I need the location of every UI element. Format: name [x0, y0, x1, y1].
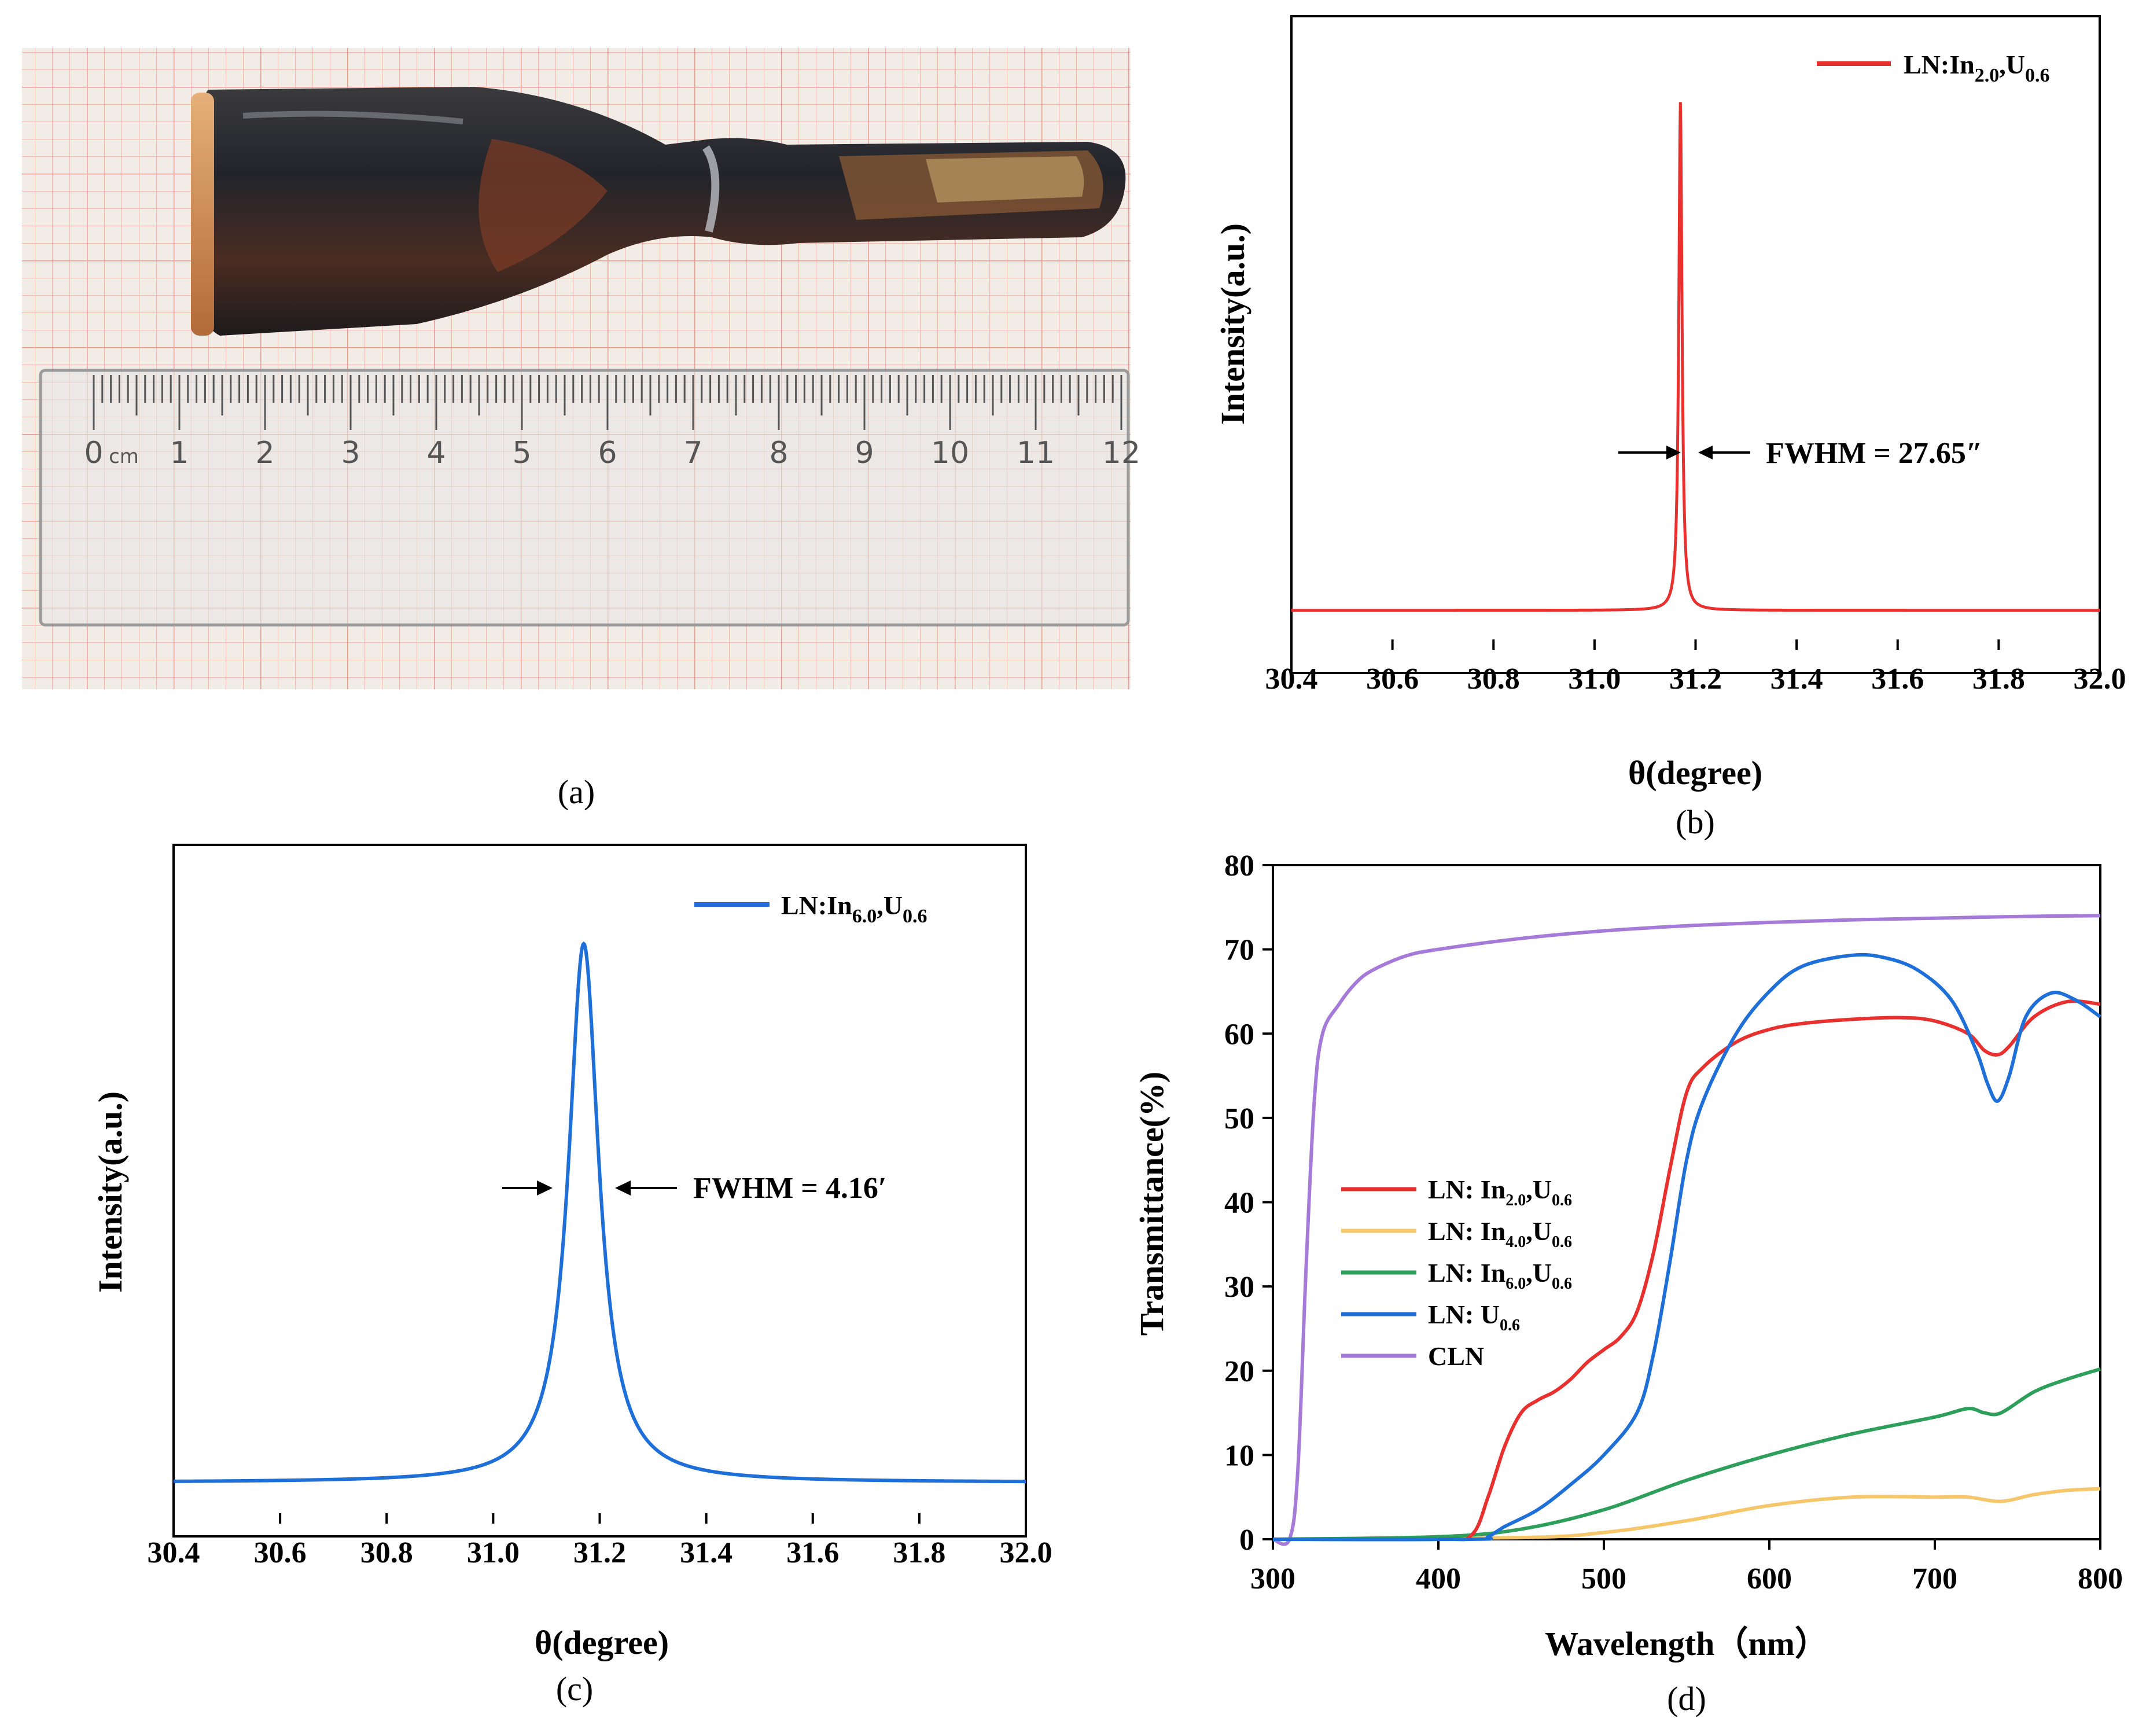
y-tick-label: 30: [1224, 1271, 1254, 1304]
panel-b-legend-label: LN:In2.0,U0.6: [1904, 50, 2049, 86]
x-tick-label: 31.4: [1770, 663, 1823, 696]
panel-d-plot-frame: [1272, 864, 2101, 1540]
x-tick-label: 30.6: [254, 1536, 307, 1569]
ruler-number: 0: [84, 436, 103, 470]
legend-label: CLN: [1428, 1341, 1484, 1371]
series-line-2: [1272, 1367, 2101, 1541]
x-tick-label: 31.4: [680, 1536, 732, 1569]
ruler-number: 6: [598, 436, 617, 470]
y-tick-label: 70: [1224, 934, 1254, 967]
x-tick-label: 30.4: [1265, 663, 1318, 696]
panel-b-x-ticks: 30.4 30.6 30.8 31.0 31.2 31.4 31.6 31.8 32.0: [1265, 639, 2126, 696]
x-tick-label: 30.4: [148, 1536, 200, 1569]
ruler-number: 10: [931, 436, 969, 470]
x-tick-label: 31.6: [1871, 663, 1924, 696]
ruler-number: 8: [769, 436, 788, 470]
panel-d-chart: 300 400 500 600 700 800 0 10 20 30 40 50 60 70 80 LN: …: [1133, 849, 2123, 1663]
y-tick-label: 10: [1224, 1439, 1254, 1472]
panel-label-d: (d): [1667, 1680, 1706, 1717]
y-tick-label: 40: [1224, 1187, 1254, 1220]
panel-d-ylabel: Transmittance(%): [1133, 1072, 1170, 1336]
ruler-number: 5: [512, 436, 531, 470]
x-tick-label: 31.8: [893, 1536, 945, 1569]
x-tick-label: 700: [1912, 1562, 1957, 1595]
panel-c-fwhm-label: FWHM = 4.16′: [693, 1172, 887, 1205]
x-tick-label: 30.8: [1467, 663, 1520, 696]
crystal-boule-photo: [191, 87, 1126, 336]
ruler-number: 4: [426, 436, 446, 470]
x-tick-label: 30.8: [360, 1536, 413, 1569]
x-tick-label: 31.0: [467, 1536, 520, 1569]
x-tick-label: 32.0: [1000, 1536, 1052, 1569]
x-tick-label: 30.6: [1366, 663, 1419, 696]
panel-d-series-lines: [1272, 914, 2101, 1546]
panel-c-ylabel: Intensity(a.u.): [91, 1091, 129, 1293]
ruler-number: 1: [170, 436, 189, 470]
panel-b-xlabel: θ(degree): [1628, 754, 1762, 792]
y-tick-label: 0: [1239, 1524, 1254, 1557]
x-tick-label: 500: [1581, 1562, 1626, 1595]
x-tick-label: 32.0: [2074, 663, 2126, 696]
panel-b-fwhm-arrows: [1618, 446, 1750, 459]
panel-c-fwhm-arrows: [502, 1180, 677, 1196]
panel-d-xlabel: Wavelength（nm）: [1545, 1625, 1828, 1663]
x-tick-label: 800: [2078, 1562, 2123, 1595]
y-tick-label: 80: [1224, 849, 1254, 882]
panel-label-c: (c): [556, 1670, 593, 1708]
ruler-numbers: 0 cm 1 2 3 4 5 6 7 8 9 10 11 12: [84, 436, 1140, 470]
panel-a-photo: 0 cm 1 2 3 4 5 6 7 8 9 10 11 12: [22, 48, 1140, 689]
ruler-body: [39, 369, 1130, 627]
ruler-number: cm: [109, 445, 139, 468]
y-tick-label: 50: [1224, 1102, 1254, 1135]
x-tick-label: 400: [1416, 1562, 1461, 1595]
panel-b-ylabel: Intensity(a.u.): [1214, 223, 1251, 425]
legend-label: LN: In4.0,U0.6: [1428, 1216, 1572, 1251]
panel-d-legend: LN: In2.0,U0.6 LN: In4.0,U0.6 LN: In6.0,U0…: [1341, 1175, 1572, 1371]
series-line-4: [1272, 914, 2101, 1546]
legend-label: LN: In2.0,U0.6: [1428, 1175, 1572, 1209]
ruler-number: 9: [855, 436, 874, 470]
series-line-1: [1272, 1487, 2101, 1541]
x-tick-label: 31.6: [786, 1536, 839, 1569]
x-tick-label: 300: [1250, 1562, 1295, 1595]
panel-b-fwhm-label: FWHM = 27.65″: [1766, 437, 1983, 470]
panel-b-series-line: [1291, 102, 2100, 612]
x-tick-label: 31.2: [1669, 663, 1722, 696]
y-tick-label: 60: [1224, 1018, 1254, 1051]
ruler-number: 11: [1017, 436, 1055, 470]
ruler-number: 3: [341, 436, 360, 470]
panel-c-legend-label: LN:In6.0,U0.6: [781, 891, 927, 927]
series-line-0: [1272, 999, 2101, 1542]
x-tick-label: 600: [1747, 1562, 1792, 1595]
x-tick-label: 31.0: [1568, 663, 1621, 696]
ruler-number: 2: [255, 436, 274, 470]
panel-d-ticks: 300 400 500 600 700 800 0 10 20 30 40 50 60 70 80: [1224, 849, 2123, 1595]
panel-c-series-line: [173, 941, 1026, 1484]
legend-label: LN: U0.6: [1428, 1300, 1520, 1334]
series-line-3: [1272, 952, 2101, 1542]
panel-label-b: (b): [1676, 803, 1715, 841]
x-tick-label: 31.8: [1972, 663, 2025, 696]
panel-c-plot-frame: [172, 844, 1027, 1538]
y-tick-label: 20: [1224, 1355, 1254, 1388]
ruler-number: 12: [1102, 436, 1140, 470]
x-tick-label: 31.2: [573, 1536, 626, 1569]
panel-b-chart: 30.4 30.6 30.8 31.0 31.2 31.4 31.6 31.8 32.0 LN:…: [1214, 15, 2126, 792]
legend-label: LN: In6.0,U0.6: [1428, 1258, 1572, 1293]
ruler-number: 7: [683, 436, 702, 470]
ruler-ticks: [93, 375, 1122, 430]
panel-c-x-ticks: 30.4 30.6 30.8 31.0 31.2 31.4 31.6 31.8 32.0: [148, 1513, 1052, 1569]
panel-c-chart: 30.4 30.6 30.8 31.0 31.2 31.4 31.6 31.8 32.0 LN:…: [91, 844, 1052, 1661]
panel-c-xlabel: θ(degree): [535, 1624, 669, 1661]
panel-label-a: (a): [558, 773, 595, 811]
panel-b-plot-frame: [1290, 15, 2101, 674]
ruler: 0 cm 1 2 3 4 5 6 7 8 9 10 11 12: [39, 369, 1140, 627]
